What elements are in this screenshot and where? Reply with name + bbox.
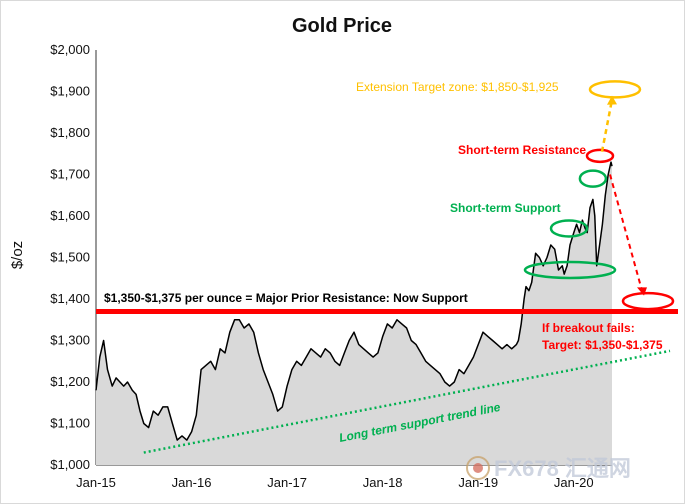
major-support-label: $1,350-$1,375 per ounce = Major Prior Re… xyxy=(104,291,468,305)
y-tick-label: $1,000 xyxy=(50,457,90,472)
short-term-support-ellipse xyxy=(578,169,608,188)
plot-area xyxy=(95,80,678,465)
price-line xyxy=(95,161,613,441)
chart-title: Gold Price xyxy=(292,15,392,37)
watermark-text: FX678 汇通网 xyxy=(494,456,631,481)
x-tick-label: Jan-19 xyxy=(458,475,498,490)
extension-arrow-line xyxy=(600,99,614,152)
y-tick-label: $1,500 xyxy=(50,250,90,265)
long-term-trend-line xyxy=(143,349,671,454)
y-axis-label: $/oz xyxy=(9,241,26,269)
breakout-fail-label: If breakout fails: xyxy=(542,321,635,335)
short-term-resistance-ellipse xyxy=(585,148,615,164)
y-tick-label: $1,400 xyxy=(50,291,90,306)
short-term-support-ellipse xyxy=(549,219,589,238)
fail-arrow-head xyxy=(637,287,647,296)
watermark: FX678 汇通网 xyxy=(466,456,631,481)
short-term-resistance-label: Short-term Resistance xyxy=(458,143,586,157)
annotations: Extension Target zone: $1,850-$1,925 Sho… xyxy=(104,80,663,445)
y-tick-label: $1,800 xyxy=(50,125,90,140)
x-tick-label: Jan-15 xyxy=(76,475,116,490)
breakout-fail-target-label: Target: $1,350-$1,375 xyxy=(542,338,663,352)
y-tick-label: $2,000 xyxy=(50,42,90,57)
y-tick-label: $1,100 xyxy=(50,416,90,431)
watermark-logo-icon xyxy=(466,456,490,480)
x-tick-label: Jan-17 xyxy=(267,475,307,490)
extension-target-label: Extension Target zone: $1,850-$1,925 xyxy=(356,80,559,94)
price-area xyxy=(96,162,612,465)
fail-target-ellipse xyxy=(621,291,675,311)
y-tick-label: $1,900 xyxy=(50,84,90,99)
y-tick-label: $1,300 xyxy=(50,333,90,348)
fail-arrow-line xyxy=(609,174,643,291)
x-tick-label: Jan-18 xyxy=(363,475,403,490)
extension-target-ellipse xyxy=(588,80,642,99)
x-tick-label: Jan-16 xyxy=(172,475,212,490)
x-tick-label: Jan-20 xyxy=(554,475,594,490)
watermark-logo-dot-icon xyxy=(473,463,483,473)
y-tick-label: $1,700 xyxy=(50,167,90,182)
extension-arrow-head xyxy=(607,95,617,105)
short-term-support-ellipse xyxy=(523,260,617,280)
short-term-support-label: Short-term Support xyxy=(450,201,561,215)
y-tick-label: $1,200 xyxy=(50,374,90,389)
y-tick-label: $1,600 xyxy=(50,208,90,223)
y-axis: $1,000 $1,100 $1,200 $1,300 $1,400 $1,500 $1,6… xyxy=(50,42,97,472)
